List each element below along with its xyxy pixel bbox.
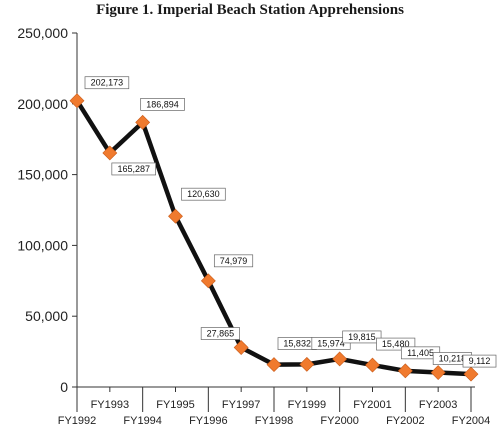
y-tick-label: 0 [60, 379, 68, 395]
data-label-box [200, 327, 240, 340]
x-tick-label: FY2004 [452, 415, 491, 427]
y-tick-label: 100,000 [17, 237, 68, 253]
y-tick-label: 200,000 [17, 96, 68, 112]
x-tick-label: FY1994 [123, 415, 162, 427]
x-tick-label: FY1999 [288, 399, 327, 411]
x-tick-label: FY2000 [320, 415, 359, 427]
data-point-marker [365, 357, 380, 373]
data-label: 10,218 [439, 354, 467, 364]
data-label: 74,979 [220, 256, 248, 266]
data-point-marker [332, 351, 348, 367]
data-point-marker [102, 145, 118, 161]
data-label-box [342, 330, 382, 344]
data-point-marker [200, 273, 216, 289]
x-tick-label: FY1995 [156, 399, 195, 411]
data-point-marker [168, 208, 183, 224]
data-label: 120,630 [187, 189, 220, 199]
data-label: 19,815 [348, 332, 376, 342]
data-label-box [111, 162, 156, 176]
x-tick-label: FY1996 [189, 415, 228, 427]
data-label: 27,865 [207, 329, 235, 339]
data-label-box [181, 187, 226, 201]
data-label-box [84, 76, 130, 90]
x-tick-label: FY1993 [91, 399, 130, 411]
x-tick-label: FY2001 [353, 399, 392, 411]
series-line [74, 98, 474, 377]
data-label-box [213, 254, 254, 268]
data-point-marker [135, 114, 151, 130]
data-label: 9,112 [469, 356, 491, 366]
data-label: 15,832 [283, 339, 311, 349]
chart-title: Figure 1. Imperial Beach Station Apprehe… [96, 2, 404, 18]
data-label-box [311, 337, 351, 350]
data-point-marker [463, 366, 479, 382]
data-label: 202,173 [91, 78, 124, 88]
y-tick-label: 50,000 [25, 308, 68, 324]
data-label: 165,287 [117, 164, 150, 174]
data-label-box [140, 98, 185, 111]
data-point-marker [69, 93, 85, 109]
data-point-marker [233, 340, 249, 355]
data-point-marker [397, 363, 413, 379]
data-label-box [462, 354, 497, 368]
x-tick-label: FY2002 [386, 415, 425, 427]
data-label: 15,974 [317, 338, 345, 348]
x-tick-label: FY1997 [222, 399, 261, 411]
x-tick-label: FY2003 [419, 399, 458, 411]
data-point-marker [299, 356, 315, 372]
x-tick-label: FY1992 [58, 415, 97, 427]
y-tick-label: 150,000 [17, 167, 68, 183]
data-point-marker [266, 357, 282, 373]
data-point-marker [430, 365, 446, 380]
data-label: 15,480 [382, 339, 410, 349]
y-tick-label: 250,000 [17, 25, 68, 41]
data-label: 186,894 [146, 99, 179, 109]
data-labels: 202,173 165,287 186,894 120,630 74,979 27,865… [84, 76, 497, 368]
data-label: 11,405 [407, 348, 434, 358]
x-tick-label: FY1998 [255, 415, 294, 427]
